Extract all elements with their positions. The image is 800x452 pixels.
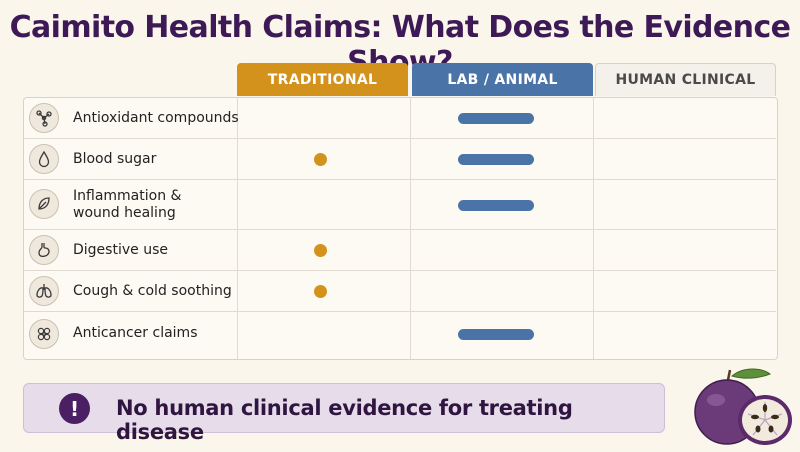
table-row: Inflammation & wound healing [24,180,776,230]
stomach-icon [29,235,59,265]
table-row: Blood sugar [24,139,776,180]
evidence-table: TRADITIONAL LAB / ANIMAL HUMAN CLINICAL … [23,63,778,360]
table-row: Cough & cold soothing [24,271,776,312]
banner-text: No human clinical evidence for treating … [116,396,573,444]
lab-animal-evidence-bar [458,154,534,165]
traditional-evidence-dot [314,244,327,257]
column-divider [237,98,238,359]
row-label: Blood sugar [73,151,157,167]
column-header-lab-animal: LAB / ANIMAL [412,63,593,96]
table-row: Anticancer claims [24,312,776,358]
table-body: Antioxidant compounds Blood sugar Inflam… [23,97,778,360]
caimito-fruit-icon [692,362,796,448]
traditional-evidence-dot [314,153,327,166]
row-label: Anticancer claims [73,325,198,341]
page-title: Caimito Health Claims: What Does the Evi… [9,10,791,80]
droplet-icon [29,144,59,174]
exclamation-icon: ! [59,393,90,424]
table-row: Antioxidant compounds [24,98,776,139]
row-label: Inflammation & wound healing [73,188,182,221]
lungs-icon [29,276,59,306]
column-header-traditional: TRADITIONAL [237,63,408,96]
lab-animal-evidence-bar [458,329,534,340]
leaf-icon [29,189,59,219]
cells-icon [29,319,59,349]
row-label: Digestive use [73,242,168,258]
row-label: Antioxidant compounds [73,110,239,126]
lab-animal-evidence-bar [458,200,534,211]
table-row: Digestive use [24,230,776,271]
column-header-human-clinical: HUMAN CLINICAL [595,63,776,96]
column-divider [593,98,594,359]
lab-animal-evidence-bar [458,113,534,124]
traditional-evidence-dot [314,285,327,298]
column-divider [410,98,411,359]
molecule-icon [29,103,59,133]
warning-banner: ! No human clinical evidence for treatin… [23,383,665,444]
row-label: Cough & cold soothing [73,283,232,299]
